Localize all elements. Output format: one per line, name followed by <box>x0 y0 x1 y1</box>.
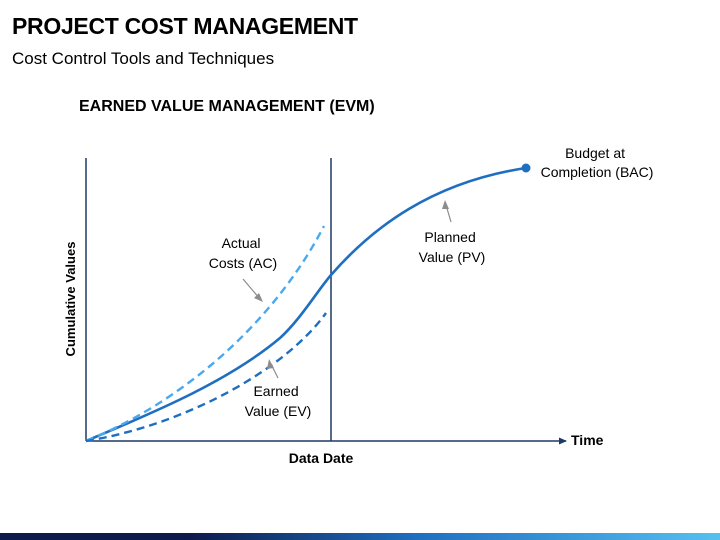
actual-costs-label-line-2: Costs (AC) <box>209 255 277 271</box>
planned-value-pointer-head <box>442 200 449 209</box>
earned-value-pointer-head <box>267 359 274 369</box>
section-heading: EARNED VALUE MANAGEMENT (EVM) <box>79 98 375 115</box>
actual-costs-label: Actual Costs (AC) <box>209 235 277 271</box>
actual-costs-label-line-1: Actual <box>222 235 261 251</box>
planned-value-label-line-1: Planned <box>424 229 475 245</box>
actual-costs-pointer-head <box>254 293 263 302</box>
actual-costs-curve <box>85 225 326 443</box>
bac-endpoint-marker <box>521 163 531 173</box>
page-subtitle: Cost Control Tools and Techniques <box>12 49 275 68</box>
earned-value-label-line-2: Value (EV) <box>245 403 312 419</box>
earned-value-curve <box>85 312 327 443</box>
earned-value-label-line-1: Earned <box>253 383 298 399</box>
y-axis-label: Cumulative Values <box>63 242 78 357</box>
bac-label-line-1: Budget at <box>565 145 625 161</box>
x-axis-label: Time <box>571 432 604 448</box>
earned-value-label: Earned Value (EV) <box>245 383 312 419</box>
bac-label-line-2: Completion (BAC) <box>541 164 654 180</box>
footer-gradient-bar <box>0 533 720 540</box>
planned-value-label: Planned Value (PV) <box>419 229 486 265</box>
page-title: PROJECT COST MANAGEMENT <box>12 13 358 39</box>
bac-label: Budget at Completion (BAC) <box>541 145 654 180</box>
data-date-label: Data Date <box>289 450 354 466</box>
planned-value-curve <box>85 166 527 443</box>
planned-value-label-line-2: Value (PV) <box>419 249 486 265</box>
